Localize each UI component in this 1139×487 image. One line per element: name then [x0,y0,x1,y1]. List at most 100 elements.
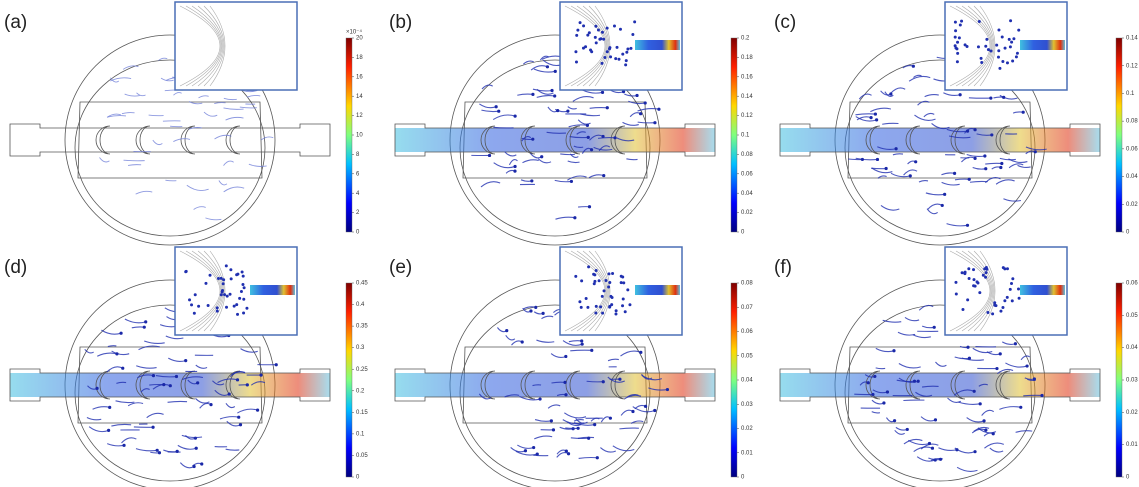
crescent [905,125,921,155]
streamline [915,391,933,397]
streamline [855,157,878,161]
arrow-head [520,340,524,344]
inset-arrow [956,51,960,55]
arrow-head [605,106,609,110]
inset-arrow [619,281,623,285]
arrow-head [540,155,544,159]
arrow-head [175,449,179,453]
streamline [848,158,863,161]
streamline [580,113,601,117]
streamline [217,378,238,384]
arrow-head [184,359,188,363]
streamline [1023,394,1043,397]
arrow-head [601,380,605,384]
inset-arrow [208,273,212,277]
inset-arrow [574,60,578,64]
arrow-head [940,203,944,208]
streamline [948,135,971,139]
inset-arrow [993,301,997,305]
arrow-head [531,137,535,141]
inset-arrow [599,305,603,309]
arrow-head [905,427,909,432]
inset-arrow [1003,46,1007,50]
arrow-head [564,354,568,359]
inset-arrow [1005,61,1009,65]
arrow-head [1019,405,1023,409]
channel-flow [395,373,715,397]
streamline [225,448,240,451]
arrow-head [643,101,647,105]
inset-arrow [1017,28,1021,32]
housing [462,101,648,179]
inset-arrow [184,270,188,274]
arrow-head [871,392,875,397]
streamline [1008,163,1024,169]
inset-arrow [1011,59,1015,63]
inset-line [570,5,607,87]
channel [9,368,331,402]
streamline [562,340,583,346]
streamline [568,340,582,343]
streamline [248,163,267,167]
colorbar-tick-label: 6 [356,171,360,177]
streamline [160,77,174,82]
inset-arrow [190,303,194,307]
inset-arrow [963,270,967,274]
inset-arrow [623,310,627,314]
streamline [223,160,234,166]
inset-arrow [596,28,600,32]
inset-arrow [215,306,219,310]
arrow-head [107,428,111,433]
streamline [135,190,153,195]
inset-arrow [223,293,227,297]
streamline [858,93,872,100]
streamline [239,106,257,109]
inset-arrow [996,55,1000,59]
inset-arrow [193,293,197,297]
arrow-head [200,462,204,466]
inset-arrow [629,46,633,50]
streamline [972,166,986,170]
inset-line [955,5,992,87]
streamline [504,151,517,157]
inset-arrow [219,293,223,297]
arrow-head [983,154,987,158]
arrow-head [151,374,156,378]
streamline [560,153,575,156]
arrow-head [573,216,577,220]
streamline [107,443,125,447]
streamline [173,92,182,96]
crescent [135,125,151,155]
arrow-head [973,156,977,160]
arrow-head [569,179,574,184]
streamline [167,400,188,403]
channel [394,368,716,402]
inset-arrow [628,303,632,307]
streamline [492,114,516,121]
arrow-head [1033,150,1037,154]
inset-arrow [582,24,586,28]
arrow-head [892,349,896,353]
inset-arrow [215,309,219,313]
crescent [180,370,196,400]
inset-arrow [957,36,961,40]
streamline [226,420,241,427]
inset-arrow [615,45,619,49]
arrow-head [882,401,886,405]
arrow-head [564,449,568,453]
colorbar-tick-label: 0 [741,230,745,236]
arrow-head [505,329,509,333]
streamline [219,416,239,420]
streamline [155,375,177,378]
inset-arrow [197,304,201,308]
inset-line [191,5,223,87]
streamline [995,179,1015,185]
arrow-head [115,352,119,356]
streamline [530,65,548,71]
colorbar-tick-label: 0.12 [1126,63,1138,69]
streamline [515,450,538,456]
inset-arrow [216,277,220,281]
inset-arrow [611,272,615,276]
colorbar-tick-label: 0.03 [741,402,753,408]
inset-arrow [590,50,594,54]
